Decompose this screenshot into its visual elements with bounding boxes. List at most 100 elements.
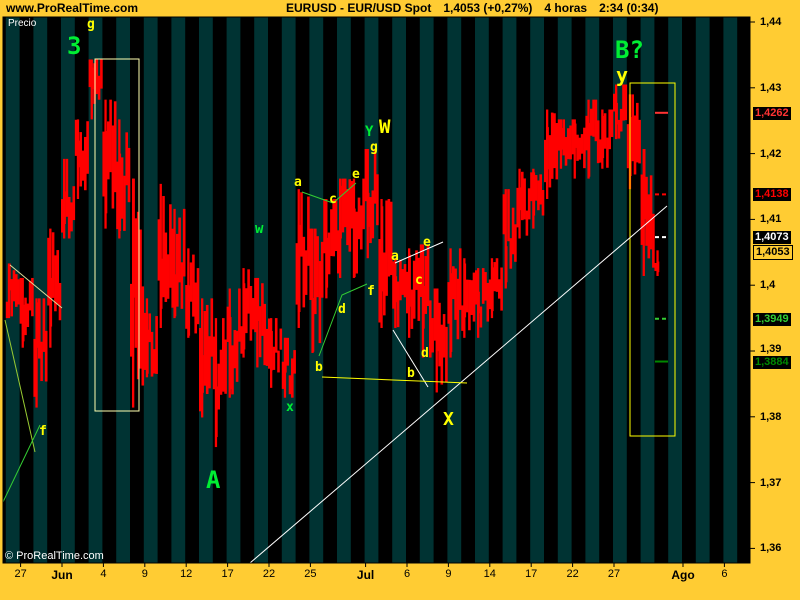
- price-bar: [212, 336, 216, 390]
- price-bar: [307, 196, 310, 266]
- price-bar: [583, 127, 586, 169]
- wave-3: 3: [67, 32, 82, 60]
- price-bar-range: [421, 244, 425, 358]
- price-bar: [594, 99, 598, 142]
- price-bar-range: [159, 183, 162, 328]
- wave-e1: e: [352, 167, 360, 182]
- price-bar: [399, 259, 402, 301]
- price-level-label: 1,4053: [753, 245, 793, 260]
- day-stripe: [502, 17, 517, 563]
- price-bar: [180, 262, 184, 309]
- price-bar-range: [546, 109, 549, 200]
- day-stripe: [337, 17, 351, 563]
- price-bar: [596, 120, 600, 164]
- price-bar: [569, 125, 572, 160]
- price-bar: [640, 174, 644, 245]
- price-bar: [341, 178, 345, 233]
- price-bar: [247, 269, 250, 314]
- price-bar: [268, 318, 271, 369]
- price-bar: [219, 349, 223, 395]
- y-tick-label: 1,37: [760, 477, 782, 489]
- price-bar: [251, 298, 255, 330]
- price-bar: [51, 232, 55, 298]
- x-tick-label: 22: [262, 568, 276, 580]
- price-level-label: 1,4073: [753, 231, 791, 244]
- price-bar: [472, 272, 476, 322]
- price-bar: [56, 250, 59, 305]
- wave-c1: c: [329, 192, 337, 207]
- day-stripe: [585, 17, 600, 563]
- price-bar: [288, 375, 292, 395]
- wave-g: g: [370, 140, 378, 155]
- price-bar-range: [201, 298, 204, 418]
- price-bar-range: [573, 119, 576, 179]
- price-bar: [355, 211, 358, 274]
- price-bar: [113, 101, 117, 193]
- price-bar: [479, 306, 483, 328]
- price-bar: [364, 148, 368, 202]
- price-bar: [652, 213, 655, 268]
- price-bar: [576, 134, 579, 161]
- price-bar: [613, 93, 616, 112]
- price-bar: [445, 326, 448, 383]
- price-bar: [203, 311, 207, 386]
- price-bar: [475, 270, 478, 305]
- wave-Y: Y: [365, 124, 374, 140]
- price-bar-range: [187, 248, 190, 338]
- price-bar: [580, 134, 584, 154]
- price-bar: [357, 197, 361, 240]
- price-level-label: 1,3949: [753, 313, 791, 326]
- price-bar-range: [270, 318, 273, 388]
- last-price: 1,4053 (+0,27%): [443, 1, 533, 15]
- chart-header: EURUSD - EUR/USD Spot 1,4053 (+0,27%) 4 …: [286, 1, 658, 15]
- xb-line: [321, 376, 468, 384]
- price-bar: [385, 200, 388, 296]
- price-bar: [534, 175, 538, 201]
- day-stripe: [199, 17, 213, 563]
- price-bar: [624, 84, 628, 121]
- price-bar: [458, 248, 462, 310]
- price-bar-range: [394, 258, 397, 328]
- wave-a2: a: [391, 249, 399, 264]
- price-bar: [33, 338, 36, 397]
- x-tick-label: Ago: [671, 568, 695, 582]
- price-bar: [564, 137, 568, 166]
- price-bar: [224, 339, 227, 394]
- price-bar: [493, 262, 496, 292]
- price-bar: [274, 318, 278, 353]
- price-bar-range: [228, 288, 231, 398]
- price-bar-range: [63, 158, 66, 239]
- y-tick-label: 1,36: [760, 542, 782, 554]
- x-tick-label: 14: [483, 568, 496, 580]
- price-bar: [95, 59, 99, 95]
- price-bar: [527, 188, 531, 220]
- price-bar: [465, 279, 469, 313]
- price-bar: [65, 158, 69, 217]
- price-bar-range: [256, 277, 259, 368]
- price-bar: [590, 108, 593, 136]
- price-bar: [550, 112, 554, 179]
- price-bar-range: [490, 258, 494, 319]
- price-bar: [217, 363, 220, 410]
- price-bar: [362, 178, 365, 230]
- left-box: [94, 58, 140, 412]
- price-bar: [148, 313, 151, 343]
- price-bar: [334, 199, 338, 252]
- price-bar: [79, 132, 82, 187]
- site-name[interactable]: www.ProRealTime.com: [6, 1, 139, 15]
- wave-x: x: [286, 400, 294, 415]
- price-bar: [610, 109, 614, 138]
- price-bar: [111, 125, 115, 209]
- price-bar: [281, 361, 285, 389]
- day-stripe: [695, 17, 710, 563]
- wave-y: y: [616, 63, 629, 87]
- price-bar: [626, 124, 630, 169]
- price-bar: [383, 252, 386, 316]
- price-bar-range: [297, 189, 300, 328]
- price-bar-range: [559, 119, 563, 169]
- price-bar-range: [601, 109, 604, 169]
- copyright: © ProRealTime.com: [5, 550, 104, 562]
- price-bar-range: [173, 208, 176, 319]
- x-tick-label: 27: [607, 568, 621, 580]
